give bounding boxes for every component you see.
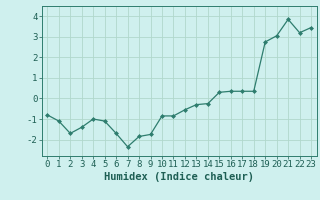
X-axis label: Humidex (Indice chaleur): Humidex (Indice chaleur) — [104, 172, 254, 182]
